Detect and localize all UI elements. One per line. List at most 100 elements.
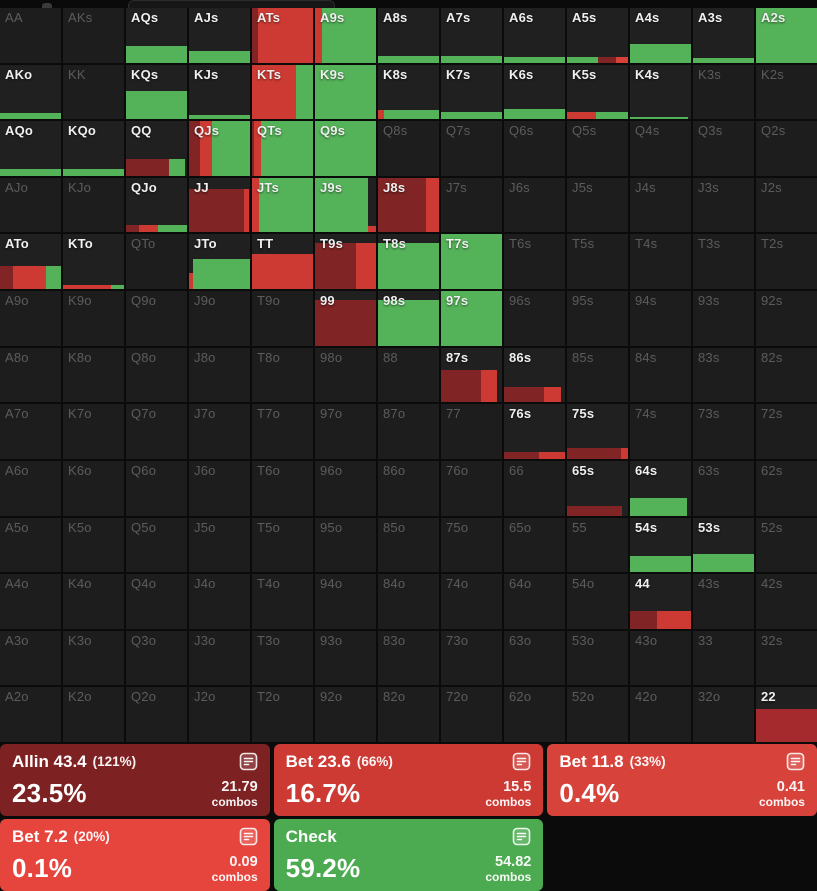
hand-cell-K9s[interactable]: K9s <box>315 64 376 120</box>
hand-cell-74s[interactable]: 74s <box>630 404 691 459</box>
hand-cell-Q9s[interactable]: Q9s <box>315 121 376 176</box>
hand-cell-96s[interactable]: 96s <box>504 291 565 346</box>
hand-cell-Q3s[interactable]: Q3s <box>693 121 754 176</box>
range-list-icon[interactable] <box>239 827 258 846</box>
hand-cell-94s[interactable]: 94s <box>630 291 691 346</box>
hand-cell-J8o[interactable]: J8o <box>189 347 250 403</box>
hand-cell-A7s[interactable]: A7s <box>441 8 502 63</box>
hand-cell-K7s[interactable]: K7s <box>441 64 502 120</box>
hand-cell-QTs[interactable]: QTs <box>252 121 313 176</box>
hand-cell-J3s[interactable]: J3s <box>693 177 754 233</box>
hand-cell-T5o[interactable]: T5o <box>252 517 313 573</box>
hand-cell-98o[interactable]: 98o <box>315 347 376 403</box>
hand-cell-86o[interactable]: 86o <box>378 460 439 516</box>
hand-cell-54s[interactable]: 54s <box>630 517 691 573</box>
hand-cell-JTs[interactable]: JTs <box>252 177 313 233</box>
hand-cell-Q8s[interactable]: Q8s <box>378 121 439 176</box>
hand-cell-T3o[interactable]: T3o <box>252 630 313 686</box>
hand-cell-J4s[interactable]: J4s <box>630 177 691 233</box>
hand-cell-Q2s[interactable]: Q2s <box>756 121 817 176</box>
hand-cell-T7o[interactable]: T7o <box>252 404 313 459</box>
hand-cell-A4s[interactable]: A4s <box>630 8 691 63</box>
hand-cell-85o[interactable]: 85o <box>378 517 439 573</box>
hand-cell-J7o[interactable]: J7o <box>189 404 250 459</box>
hand-cell-AJo[interactable]: AJo <box>0 177 61 233</box>
hand-cell-Q6o[interactable]: Q6o <box>126 460 187 516</box>
hand-cell-66[interactable]: 66 <box>504 460 565 516</box>
hand-cell-T6s[interactable]: T6s <box>504 234 565 290</box>
hand-cell-T2s[interactable]: T2s <box>756 234 817 290</box>
action-card-check[interactable]: Check 59.2% 54.82 combos <box>273 819 544 891</box>
hand-cell-T6o[interactable]: T6o <box>252 460 313 516</box>
hand-cell-Q5s[interactable]: Q5s <box>567 121 628 176</box>
hand-cell-QJs[interactable]: QJs <box>189 121 250 176</box>
hand-cell-TT[interactable]: TT <box>252 234 313 290</box>
hand-cell-T4o[interactable]: T4o <box>252 574 313 629</box>
hand-cell-J5s[interactable]: J5s <box>567 177 628 233</box>
hand-cell-J3o[interactable]: J3o <box>189 630 250 686</box>
hand-cell-62o[interactable]: 62o <box>504 687 565 742</box>
hand-cell-K4o[interactable]: K4o <box>63 574 124 629</box>
hand-cell-A8s[interactable]: A8s <box>378 8 439 63</box>
hand-cell-22[interactable]: 22 <box>756 687 817 742</box>
hand-cell-K6o[interactable]: K6o <box>63 460 124 516</box>
hand-cell-84s[interactable]: 84s <box>630 347 691 403</box>
hand-cell-32s[interactable]: 32s <box>756 630 817 686</box>
hand-cell-K3o[interactable]: K3o <box>63 630 124 686</box>
hand-cell-Q2o[interactable]: Q2o <box>126 687 187 742</box>
hand-cell-K8s[interactable]: K8s <box>378 64 439 120</box>
hand-cell-86s[interactable]: 86s <box>504 347 565 403</box>
hand-cell-92s[interactable]: 92s <box>756 291 817 346</box>
hand-cell-JJ[interactable]: JJ <box>189 177 250 233</box>
hand-cell-Q8o[interactable]: Q8o <box>126 347 187 403</box>
hand-cell-43s[interactable]: 43s <box>693 574 754 629</box>
hand-cell-J8s[interactable]: J8s <box>378 177 439 233</box>
hand-cell-A5o[interactable]: A5o <box>0 517 61 573</box>
hand-cell-53s[interactable]: 53s <box>693 517 754 573</box>
hand-cell-98s[interactable]: 98s <box>378 291 439 346</box>
hand-cell-53o[interactable]: 53o <box>567 630 628 686</box>
hand-cell-82s[interactable]: 82s <box>756 347 817 403</box>
hand-cell-87s[interactable]: 87s <box>441 347 502 403</box>
hand-cell-62s[interactable]: 62s <box>756 460 817 516</box>
hand-cell-72o[interactable]: 72o <box>441 687 502 742</box>
hand-cell-A7o[interactable]: A7o <box>0 404 61 459</box>
hand-cell-K6s[interactable]: K6s <box>504 64 565 120</box>
hand-cell-T8o[interactable]: T8o <box>252 347 313 403</box>
hand-cell-A9o[interactable]: A9o <box>0 291 61 346</box>
hand-cell-A9s[interactable]: A9s <box>315 8 376 63</box>
hand-cell-K8o[interactable]: K8o <box>63 347 124 403</box>
hand-cell-65o[interactable]: 65o <box>504 517 565 573</box>
hand-cell-Q7s[interactable]: Q7s <box>441 121 502 176</box>
hand-cell-83s[interactable]: 83s <box>693 347 754 403</box>
hand-cell-54o[interactable]: 54o <box>567 574 628 629</box>
action-card-bet-11-8[interactable]: Bet 11.8 (33%) 0.4% 0.41 combos <box>547 744 817 816</box>
hand-cell-AQo[interactable]: AQo <box>0 121 61 176</box>
hand-cell-32o[interactable]: 32o <box>693 687 754 742</box>
hand-cell-J6s[interactable]: J6s <box>504 177 565 233</box>
range-list-icon[interactable] <box>512 752 531 771</box>
hand-cell-65s[interactable]: 65s <box>567 460 628 516</box>
hand-cell-KTo[interactable]: KTo <box>63 234 124 290</box>
hand-cell-J6o[interactable]: J6o <box>189 460 250 516</box>
hand-cell-J9s[interactable]: J9s <box>315 177 376 233</box>
hand-cell-75o[interactable]: 75o <box>441 517 502 573</box>
hand-cell-Q4o[interactable]: Q4o <box>126 574 187 629</box>
hand-cell-A4o[interactable]: A4o <box>0 574 61 629</box>
hand-cell-77[interactable]: 77 <box>441 404 502 459</box>
hand-cell-J9o[interactable]: J9o <box>189 291 250 346</box>
hand-cell-T2o[interactable]: T2o <box>252 687 313 742</box>
hand-cell-J7s[interactable]: J7s <box>441 177 502 233</box>
range-list-icon[interactable] <box>786 752 805 771</box>
hand-cell-82o[interactable]: 82o <box>378 687 439 742</box>
hand-cell-Q7o[interactable]: Q7o <box>126 404 187 459</box>
hand-cell-K7o[interactable]: K7o <box>63 404 124 459</box>
hand-cell-55[interactable]: 55 <box>567 517 628 573</box>
hand-cell-76o[interactable]: 76o <box>441 460 502 516</box>
hand-cell-AQs[interactable]: AQs <box>126 8 187 63</box>
hand-cell-96o[interactable]: 96o <box>315 460 376 516</box>
hand-cell-J4o[interactable]: J4o <box>189 574 250 629</box>
hand-cell-33[interactable]: 33 <box>693 630 754 686</box>
hand-cell-A2o[interactable]: A2o <box>0 687 61 742</box>
hand-cell-64o[interactable]: 64o <box>504 574 565 629</box>
